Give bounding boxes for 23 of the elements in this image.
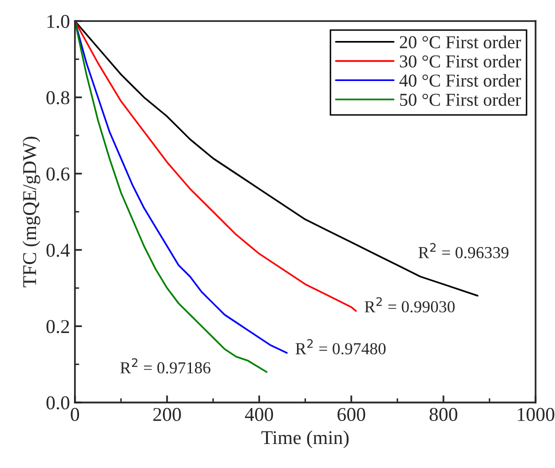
- y-tick-label: 1.0: [47, 14, 70, 28]
- legend-label: 20 °C First order: [400, 36, 521, 48]
- legend-label: 30 °C First order: [400, 54, 521, 68]
- x-tick-label: 0: [70, 408, 80, 422]
- x-axis-title: Time (min): [261, 430, 349, 448]
- x-tick-label: 400: [244, 408, 274, 422]
- x-tick-label: 1000: [518, 408, 554, 422]
- annotation: R$^{2}$ = 0.97480: [296, 339, 386, 354]
- y-tick-label: 0.4: [46, 244, 70, 257]
- y-tick-label: 0.0: [46, 396, 70, 410]
- annotation: R$^{2}$ = 0.99030: [364, 297, 455, 312]
- legend-label: 40 °C First order: [399, 74, 521, 87]
- y-axis-title: TFC (mgQE/gDW): [22, 136, 40, 288]
- x-tick-label: 800: [430, 408, 458, 422]
- y-tick-label: 0.8: [46, 91, 70, 104]
- legend-label: 50 °C First order: [400, 93, 521, 106]
- line-series: [74, 21, 357, 312]
- y-tick-label: 0.2: [46, 320, 69, 334]
- x-tick-label: 200: [153, 408, 181, 422]
- x-tick-label: 600: [338, 408, 366, 422]
- annotation: R$^{2}$ = 0.96339: [418, 243, 508, 258]
- y-tick-label: 0.6: [46, 167, 70, 181]
- annotation: R$^{2}$ = 0.97186: [120, 358, 210, 374]
